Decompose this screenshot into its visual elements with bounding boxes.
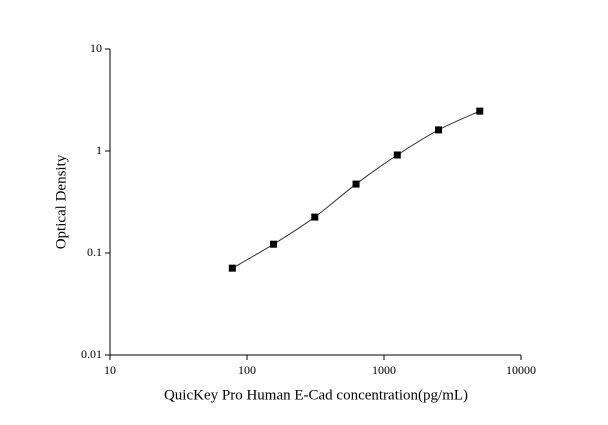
data-point <box>311 213 319 221</box>
data-point <box>393 151 401 159</box>
data-point <box>228 264 236 272</box>
y-tick-label: 10 <box>90 41 102 55</box>
data-point <box>476 107 484 115</box>
data-point <box>435 126 443 134</box>
data-point <box>270 240 278 248</box>
y-tick-label: 1 <box>96 143 102 157</box>
y-axis-label: Optical Density <box>53 154 69 249</box>
x-tick-label: 10000 <box>506 363 536 377</box>
x-tick-label: 100 <box>238 363 256 377</box>
y-tick-label: 0.01 <box>81 347 102 361</box>
x-axis-label: QuicKey Pro Human E-Cad concentration(pg… <box>164 387 468 403</box>
x-tick-label: 1000 <box>372 363 396 377</box>
x-tick-label: 10 <box>104 363 116 377</box>
y-tick-label: 0.1 <box>87 245 102 259</box>
fit-curve <box>232 110 480 269</box>
data-point <box>352 180 360 188</box>
